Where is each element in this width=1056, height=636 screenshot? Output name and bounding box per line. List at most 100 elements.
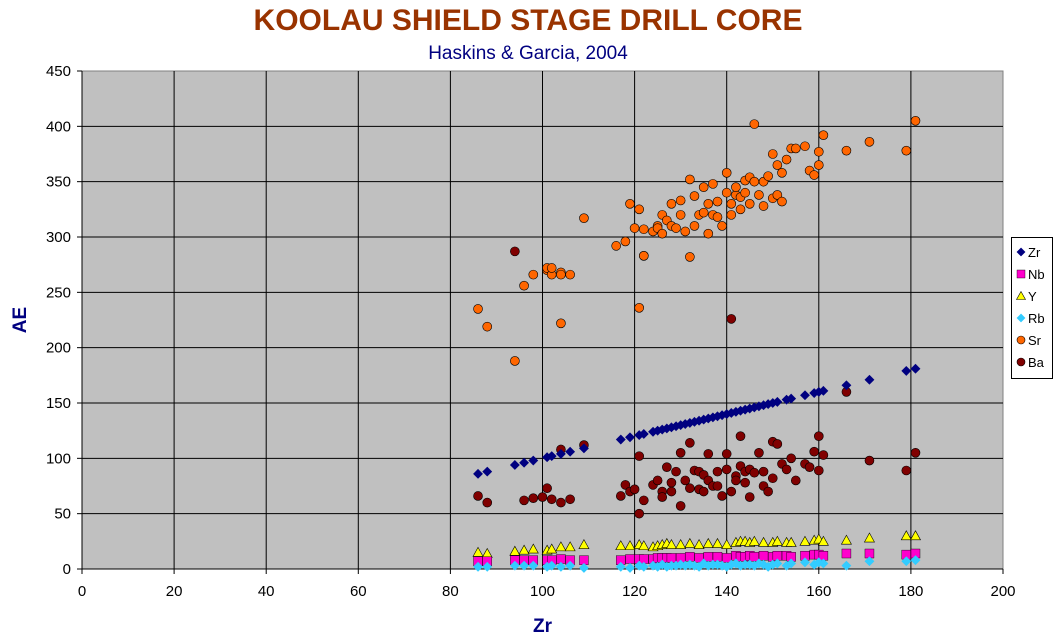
- point-sr: [712, 212, 723, 222]
- point-y: [900, 530, 912, 541]
- point-rb: [841, 560, 852, 571]
- point-ba: [666, 477, 677, 488]
- point-ba: [675, 501, 686, 511]
- legend-marker-sr: [1016, 335, 1026, 345]
- point-ba: [703, 449, 714, 459]
- legend-marker-ba: [1016, 357, 1026, 367]
- point-ba: [685, 438, 695, 448]
- point-ba: [721, 464, 732, 475]
- point-y: [771, 535, 783, 546]
- point-y: [546, 543, 558, 554]
- point-sr: [698, 207, 709, 218]
- point-nb: [703, 552, 713, 562]
- point-zr: [555, 448, 566, 459]
- point-ba: [537, 492, 548, 502]
- point-zr: [910, 363, 921, 374]
- point-zr: [786, 393, 797, 404]
- point-zr: [482, 466, 493, 477]
- point-sr: [712, 196, 723, 207]
- point-nb: [758, 551, 769, 561]
- legend-label: Sr: [1028, 332, 1041, 348]
- point-rb: [910, 555, 921, 566]
- point-sr: [675, 210, 686, 220]
- point-nb: [749, 552, 760, 562]
- point-y: [693, 539, 705, 549]
- point-ba: [657, 492, 668, 502]
- point-sr: [565, 269, 575, 280]
- legend-label: Zr: [1028, 244, 1041, 260]
- chart-subtitle: Haskins & Garcia, 2004: [428, 43, 628, 64]
- point-sr: [809, 170, 819, 180]
- point-ba: [731, 475, 741, 486]
- point-rb: [473, 561, 483, 572]
- legend-item-ba: Ba: [1016, 352, 1044, 372]
- point-y: [665, 539, 677, 549]
- point-y: [748, 535, 760, 546]
- point-sr: [754, 190, 764, 200]
- point-zr: [864, 374, 875, 385]
- point-rb: [555, 561, 566, 572]
- point-ba: [813, 431, 824, 442]
- point-ba: [726, 486, 737, 497]
- legend-item-sr: Sr: [1016, 330, 1041, 350]
- y-tick-label: 250: [46, 284, 71, 301]
- point-ba: [556, 497, 566, 508]
- point-y: [578, 539, 590, 549]
- point-sr: [689, 221, 700, 231]
- point-zr: [818, 385, 829, 396]
- point-ba: [818, 450, 829, 460]
- point-ba: [813, 465, 824, 476]
- point-zr: [473, 468, 483, 479]
- point-rb: [901, 556, 912, 567]
- point-ba: [565, 494, 575, 505]
- legend-label: Ba: [1028, 354, 1044, 370]
- chart-title: KOOLAU SHIELD STAGE DRILL CORE: [253, 4, 803, 37]
- point-zr: [565, 446, 576, 457]
- point-sr: [758, 201, 769, 211]
- point-ba: [767, 473, 778, 484]
- legend-label: Nb: [1028, 266, 1045, 282]
- y-tick-label: 450: [46, 63, 71, 80]
- point-ba: [740, 477, 750, 488]
- point-y: [624, 540, 636, 551]
- point-y: [675, 539, 687, 549]
- point-rb: [638, 561, 649, 572]
- x-tick-label: 160: [806, 583, 831, 600]
- point-zr: [772, 396, 783, 407]
- point-zr: [509, 460, 520, 470]
- point-y: [615, 540, 627, 551]
- y-tick-label: 350: [46, 174, 71, 191]
- point-ba: [772, 439, 783, 449]
- point-sr: [864, 137, 875, 147]
- point-ba: [786, 453, 796, 464]
- point-sr: [781, 154, 792, 165]
- point-nb: [722, 553, 732, 563]
- point-sr: [625, 199, 635, 209]
- point-rb: [509, 560, 520, 571]
- point-sr: [611, 241, 621, 251]
- point-y: [909, 530, 922, 541]
- x-tick-label: 0: [78, 583, 86, 600]
- point-sr: [726, 199, 737, 209]
- point-sr: [772, 190, 783, 200]
- point-ba: [758, 466, 769, 477]
- y-tick-label: 400: [46, 118, 71, 135]
- point-ba: [473, 491, 483, 501]
- point-ba: [615, 491, 626, 501]
- point-y: [518, 544, 530, 555]
- point-ba: [639, 495, 649, 506]
- point-ba: [634, 508, 645, 519]
- point-sr: [841, 145, 852, 156]
- point-ba: [763, 486, 773, 497]
- point-sr: [680, 226, 691, 237]
- y-tick-label: 200: [46, 340, 71, 357]
- point-y: [527, 543, 539, 554]
- point-sr: [772, 160, 783, 170]
- point-rb: [482, 561, 493, 572]
- point-ba: [717, 491, 727, 501]
- point-y: [684, 537, 696, 548]
- point-ba: [809, 446, 819, 457]
- x-tick-label: 200: [990, 583, 1015, 600]
- point-sr: [818, 130, 829, 140]
- point-zr: [528, 455, 539, 466]
